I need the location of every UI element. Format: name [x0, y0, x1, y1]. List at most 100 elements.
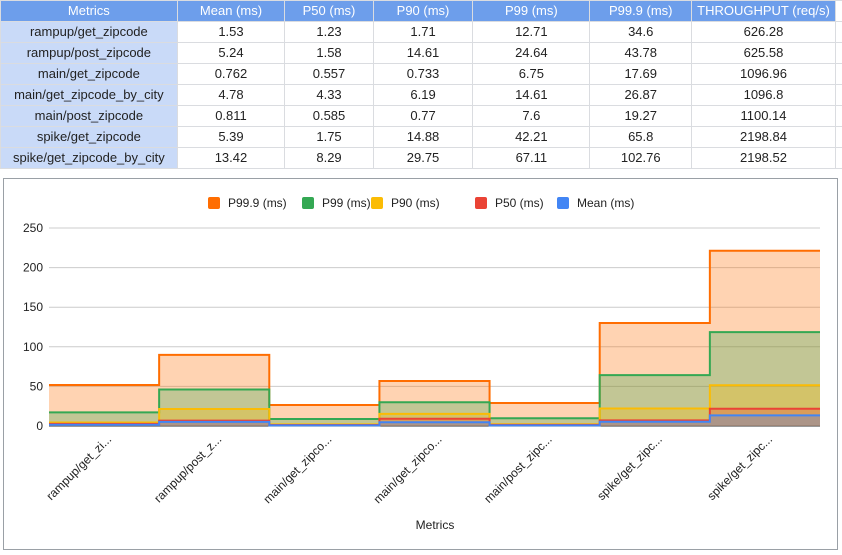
area-p99-ms: [49, 332, 820, 426]
table-row: main/post_zipcode 0.811 0.585 0.77 7.6 1…: [0, 105, 842, 127]
table-cell[interactable]: main/get_zipcode: [0, 63, 178, 85]
legend-swatch-p99-9-ms: [208, 197, 220, 209]
table-cell[interactable]: 0.585: [284, 105, 374, 127]
table-cell[interactable]: 1.53: [176, 21, 286, 43]
table-cell[interactable]: 0.77: [372, 105, 474, 127]
header-p50[interactable]: P50 (ms): [284, 0, 374, 22]
table-cell[interactable]: 2198.84: [691, 126, 836, 148]
table-cell[interactable]: 67.11: [472, 147, 591, 169]
legend-label-p99-ms: P99 (ms): [322, 196, 371, 210]
table-cell[interactable]: 43.78: [589, 42, 693, 64]
table-cell[interactable]: 0.557: [284, 63, 374, 85]
line-p99-ms: [49, 331, 820, 421]
header-p999[interactable]: P99.9 (ms): [589, 0, 693, 22]
legend-label-p50-ms: P50 (ms): [495, 196, 544, 210]
legend-label-mean-ms: Mean (ms): [577, 196, 634, 210]
stepped-area-chart: 0 50 100 150 200 250 rampup/get_zi... rampup/p…: [23, 196, 820, 532]
empty-cell[interactable]: [834, 147, 842, 169]
table-cell[interactable]: 1.71: [372, 21, 474, 43]
table-cell[interactable]: rampup/post_zipcode: [0, 42, 178, 64]
legend-label-p90-ms: P90 (ms): [391, 196, 440, 210]
table-cell[interactable]: 1.23: [284, 21, 374, 43]
line-mean-ms: [49, 414, 820, 427]
table-cell[interactable]: 1096.96: [691, 63, 836, 85]
empty-cell[interactable]: [834, 126, 842, 148]
line-p50-ms: [49, 407, 820, 426]
table-cell[interactable]: spike/get_zipcode: [0, 126, 178, 148]
table-row: main/get_zipcode 0.762 0.557 0.733 6.75 …: [0, 63, 842, 85]
table-cell[interactable]: 42.21: [472, 126, 591, 148]
table-cell[interactable]: 8.29: [284, 147, 374, 169]
table-cell[interactable]: 65.8: [589, 126, 693, 148]
table-cell[interactable]: 1.58: [284, 42, 374, 64]
legend-swatch-p50-ms: [475, 197, 487, 209]
table-cell[interactable]: 14.88: [372, 126, 474, 148]
area-p99-9-ms: [49, 250, 820, 426]
header-metrics[interactable]: Metrics: [0, 0, 178, 22]
x-axis-title: Metrics: [416, 518, 455, 532]
series-lines: [49, 249, 820, 427]
area-p90-ms: [49, 385, 820, 426]
table-cell[interactable]: 5.24: [176, 42, 286, 64]
table-row: spike/get_zipcode_by_city 13.42 8.29 29.…: [0, 147, 842, 169]
table-cell[interactable]: 24.64: [472, 42, 591, 64]
table-cell[interactable]: 4.78: [176, 84, 286, 106]
table-cell[interactable]: 12.71: [472, 21, 591, 43]
table-cell[interactable]: main/get_zipcode_by_city: [0, 84, 178, 106]
table-cell[interactable]: 34.6: [589, 21, 693, 43]
y-axis-ticks: 0 50 100 150 200 250: [23, 221, 43, 433]
gridlines: [49, 227, 820, 427]
table-cell[interactable]: 14.61: [472, 84, 591, 106]
header-mean[interactable]: Mean (ms): [176, 0, 286, 22]
table-cell[interactable]: 0.733: [372, 63, 474, 85]
table-cell[interactable]: 29.75: [372, 147, 474, 169]
series-areas: [49, 250, 820, 426]
table-cell[interactable]: 19.27: [589, 105, 693, 127]
y-tick-label: 150: [23, 300, 43, 314]
table-cell[interactable]: 4.33: [284, 84, 374, 106]
table-cell[interactable]: main/post_zipcode: [0, 105, 178, 127]
table-cell[interactable]: 1100.14: [691, 105, 836, 127]
empty-cell[interactable]: [834, 21, 842, 43]
table-cell[interactable]: 13.42: [176, 147, 286, 169]
table-cell[interactable]: 6.19: [372, 84, 474, 106]
legend-label-p99-9-ms: P99.9 (ms): [228, 196, 287, 210]
header-p90[interactable]: P90 (ms): [372, 0, 474, 22]
table-cell[interactable]: rampup/get_zipcode: [0, 21, 178, 43]
y-tick-label: 200: [23, 261, 43, 275]
metrics-table: Metrics Mean (ms) P50 (ms) P90 (ms) P99 …: [0, 0, 842, 169]
table-cell[interactable]: 17.69: [589, 63, 693, 85]
empty-cell[interactable]: [834, 63, 842, 85]
legend-swatch-p99-ms: [302, 197, 314, 209]
table-row: main/get_zipcode_by_city 4.78 4.33 6.19 …: [0, 84, 842, 106]
empty-cell[interactable]: [834, 105, 842, 127]
table-cell[interactable]: spike/get_zipcode_by_city: [0, 147, 178, 169]
table-cell[interactable]: 14.61: [372, 42, 474, 64]
legend: P99.9 (ms) P99 (ms) P90 (ms) P50 (ms) Mean (…: [208, 196, 634, 210]
legend-swatch-p90-ms: [371, 197, 383, 209]
header-throughput[interactable]: THROUGHPUT (req/s): [691, 0, 836, 22]
empty-cell[interactable]: [834, 42, 842, 64]
empty-cell[interactable]: [834, 0, 842, 22]
y-tick-label: 250: [23, 221, 43, 235]
x-tick-label: main/post_zipc...: [481, 432, 555, 506]
x-tick-label: main/get_zipco...: [371, 432, 445, 506]
table-cell[interactable]: 7.6: [472, 105, 591, 127]
table-cell[interactable]: 0.762: [176, 63, 286, 85]
header-p99[interactable]: P99 (ms): [472, 0, 591, 22]
table-cell[interactable]: 1.75: [284, 126, 374, 148]
table-cell[interactable]: 2198.52: [691, 147, 836, 169]
table-cell[interactable]: 102.76: [589, 147, 693, 169]
empty-cell[interactable]: [834, 84, 842, 106]
table-cell[interactable]: 0.811: [176, 105, 286, 127]
table-cell[interactable]: 625.58: [691, 42, 836, 64]
table-cell[interactable]: 626.28: [691, 21, 836, 43]
table-cell[interactable]: 1096.8: [691, 84, 836, 106]
table-row: spike/get_zipcode 5.39 1.75 14.88 42.21 …: [0, 126, 842, 148]
table-cell[interactable]: 26.87: [589, 84, 693, 106]
chart-panel[interactable]: 0 50 100 150 200 250 rampup/get_zi... rampup/p…: [3, 178, 838, 550]
table-cell[interactable]: 5.39: [176, 126, 286, 148]
y-tick-label: 0: [36, 419, 43, 433]
table-cell[interactable]: 6.75: [472, 63, 591, 85]
table-row: rampup/get_zipcode 1.53 1.23 1.71 12.71 …: [0, 21, 842, 43]
